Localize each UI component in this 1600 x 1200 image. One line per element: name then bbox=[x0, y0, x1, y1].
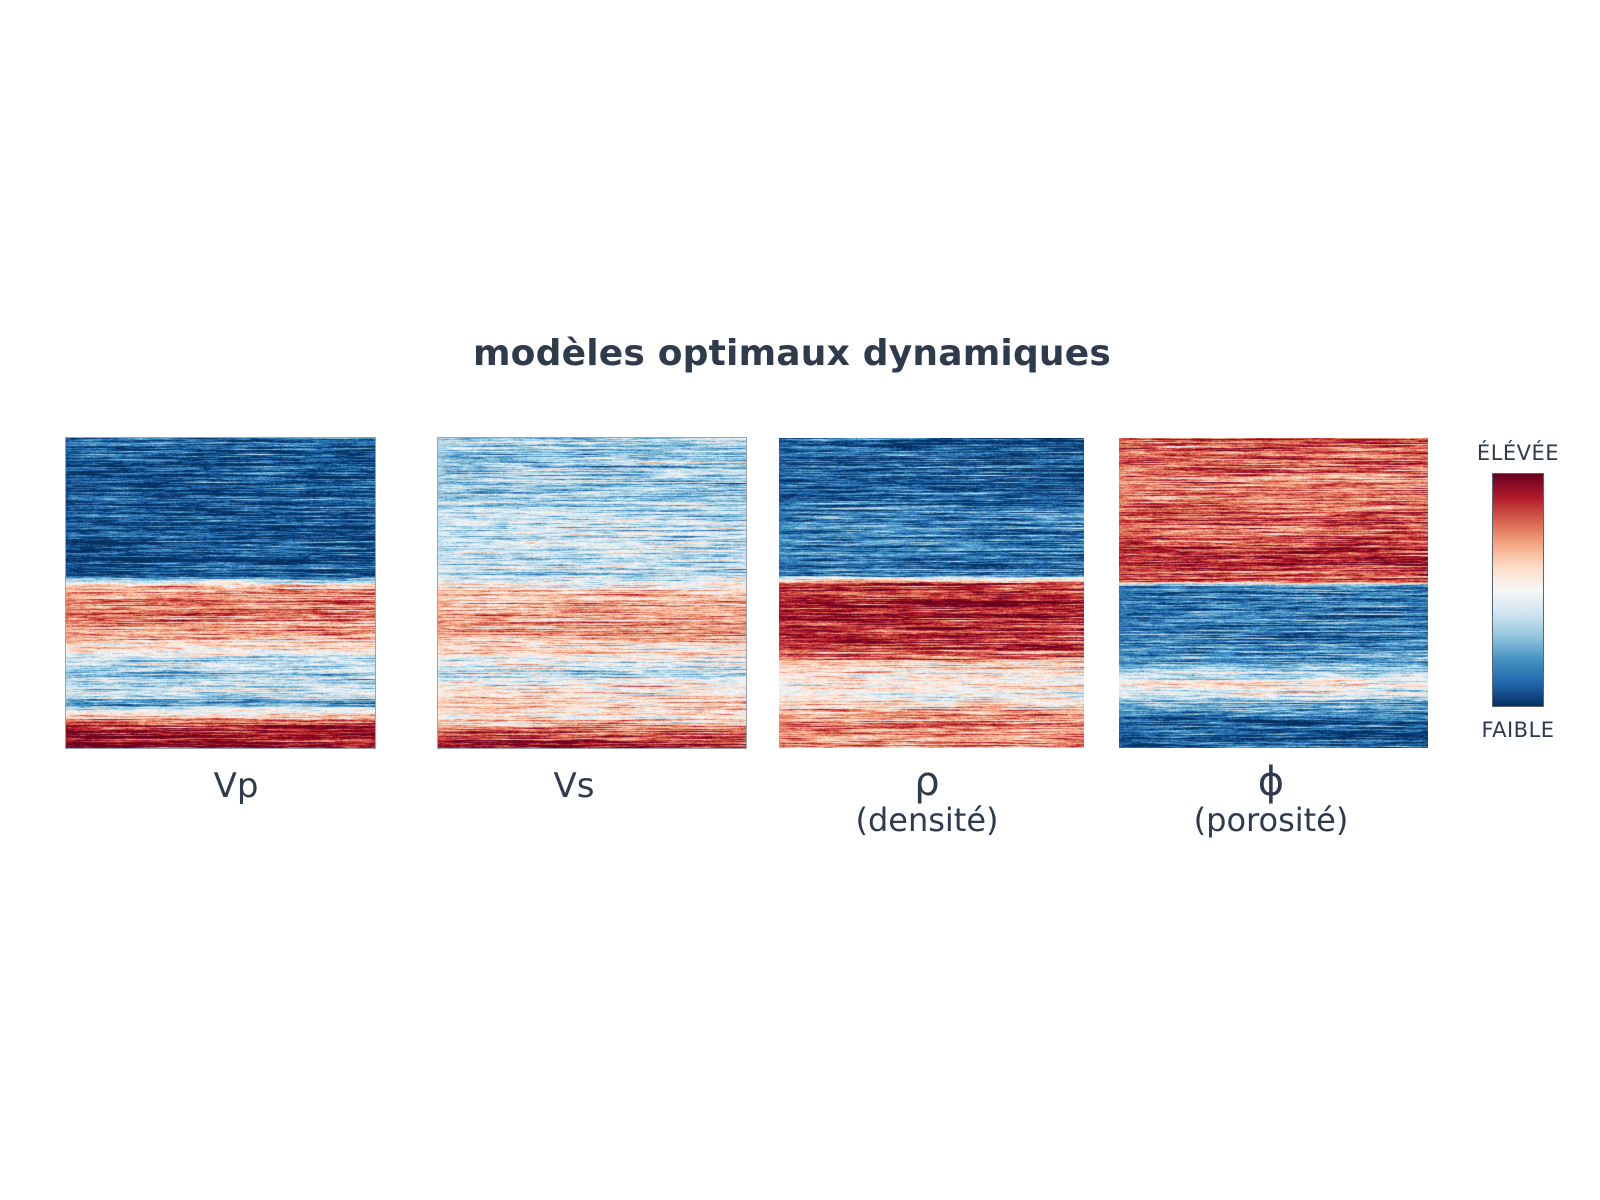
vs-label: Vs bbox=[553, 766, 595, 806]
density-sublabel: (densité) bbox=[855, 801, 999, 839]
density-model-image bbox=[779, 438, 1084, 748]
vp-model-image bbox=[66, 438, 375, 748]
vs-model-image bbox=[438, 438, 746, 748]
vp-label: Vp bbox=[213, 766, 259, 806]
colorbar-high-label: ÉLÉVÉE bbox=[1476, 441, 1560, 465]
vs-caption: Vs bbox=[499, 768, 649, 804]
density-caption: ρ (densité) bbox=[817, 762, 1037, 839]
colorbar bbox=[1493, 474, 1543, 706]
porosity-sublabel: (porosité) bbox=[1193, 801, 1349, 839]
vp-caption: Vp bbox=[161, 768, 311, 804]
figure-title: modèles optimaux dynamiques bbox=[472, 333, 1112, 374]
density-symbol: ρ bbox=[914, 759, 940, 805]
colorbar-low-label: FAIBLE bbox=[1481, 718, 1555, 742]
porosity-model-image bbox=[1119, 438, 1428, 748]
porosity-caption: ϕ (porosité) bbox=[1156, 762, 1386, 839]
porosity-symbol: ϕ bbox=[1257, 759, 1285, 805]
